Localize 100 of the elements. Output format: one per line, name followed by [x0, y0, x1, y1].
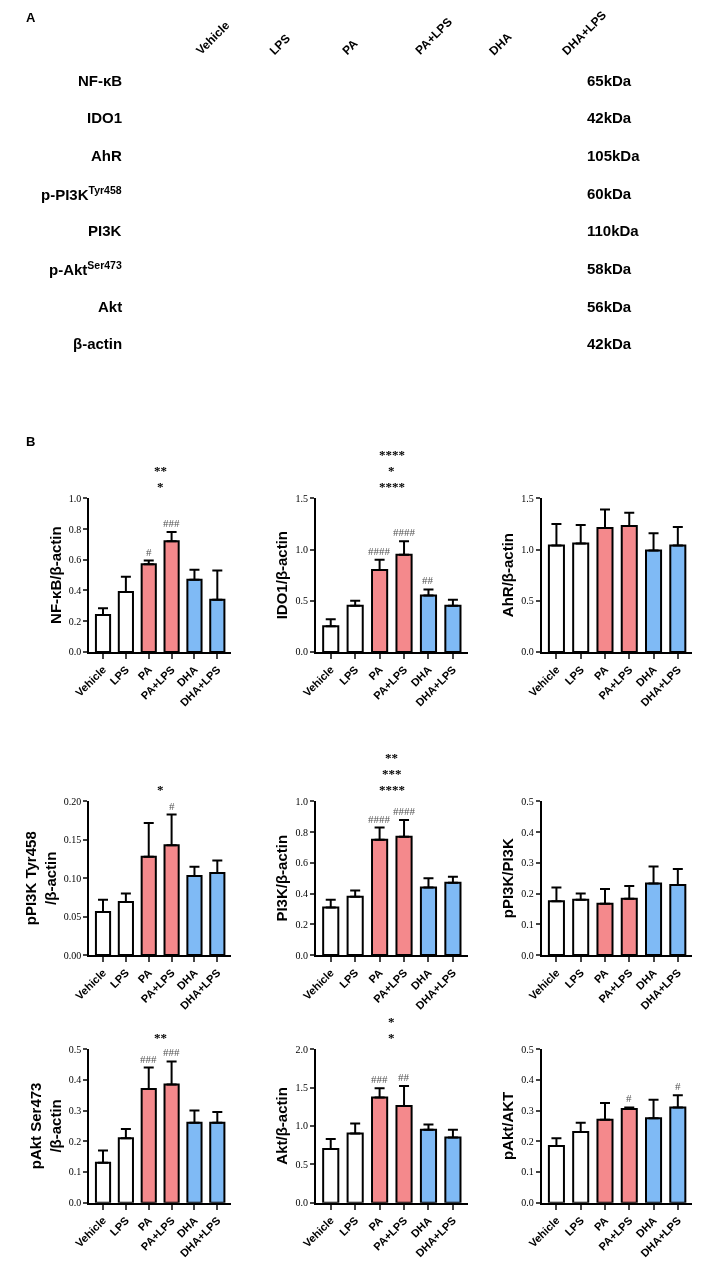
text: **	[385, 750, 398, 765]
annotation: #	[626, 1092, 632, 1104]
chart-title: B	[26, 434, 36, 449]
annotation: ####	[393, 805, 416, 817]
y-tick-label: 0.6	[295, 857, 309, 869]
text: *	[388, 1014, 395, 1029]
annotation: ####	[393, 526, 416, 538]
y-tick-label: 0.5	[68, 1043, 82, 1055]
y-tick-label: 1.0	[295, 544, 309, 556]
text: **	[154, 1030, 167, 1045]
text: ****	[379, 782, 405, 797]
y-tick-label: 1.0	[521, 544, 534, 556]
annotation: #	[675, 1080, 681, 1092]
annotation: ###	[163, 1046, 180, 1058]
y-tick-label: 0.4	[521, 826, 534, 838]
annotation: ###	[371, 1073, 388, 1085]
category-label: AhR	[91, 147, 122, 164]
y-tick-label: 0.4	[295, 888, 309, 900]
y-tick-label: 0.2	[521, 888, 534, 900]
y-tick-label: 0.10	[63, 872, 82, 884]
y-tick-label: 0.5	[295, 1158, 309, 1170]
category-label: 42kDa	[587, 335, 632, 352]
y-tick-label: 0.3	[521, 857, 534, 869]
y-tick-label: 0.1	[68, 1166, 82, 1178]
y-tick-label: 0.0	[521, 646, 534, 658]
category-label: 58kDa	[587, 260, 632, 277]
annotation: ####	[368, 813, 391, 825]
y-tick-label: 0.5	[521, 795, 534, 807]
annotation: #	[146, 546, 152, 558]
category-label: 105kDa	[587, 147, 640, 164]
category-label: PI3K	[88, 222, 122, 239]
y-tick-label: 0.0	[295, 949, 309, 961]
y-tick-label: 0.0	[295, 646, 309, 658]
y-axis-title: IDO1/β-actin	[273, 530, 291, 620]
y-tick-label: 1.5	[295, 492, 309, 504]
category-label: 60kDa	[587, 185, 632, 202]
text: ****	[379, 479, 405, 494]
text: *	[157, 479, 164, 494]
y-tick-label: 0.2	[68, 1135, 82, 1147]
annotation: #	[169, 800, 175, 812]
text: **	[154, 463, 167, 478]
y-tick-label: 1.0	[295, 1120, 309, 1132]
y-tick-label: 0.0	[295, 1197, 309, 1209]
y-tick-label: 0.8	[295, 826, 309, 838]
category-label: IDO1	[87, 109, 123, 126]
y-axis-title: pAkt Ser473 /β-actin	[27, 1082, 64, 1170]
y-tick-label: 1.5	[521, 492, 534, 504]
y-tick-label: 0.3	[521, 1105, 534, 1117]
text: ****	[379, 447, 405, 462]
y-axis-title: Akt/β-actin	[273, 1087, 291, 1165]
y-tick-label: 0.00	[63, 949, 82, 961]
y-tick-label: 0.4	[521, 1074, 534, 1086]
y-tick-label: 0.1	[521, 1166, 534, 1178]
text: A	[26, 10, 36, 25]
y-tick-label: 0.2	[521, 1135, 534, 1147]
category-label: p-Akt$^{Ser473}$	[49, 259, 122, 279]
category-label: NF-κB	[78, 72, 123, 89]
y-axis-title: NF-κB/β-actin	[46, 526, 64, 624]
category-label: Akt	[98, 298, 123, 315]
y-tick-label: 0.1	[521, 918, 534, 930]
y-tick-label: 0.4	[68, 1074, 82, 1086]
y-axis-title: PI3K/β-actin	[273, 834, 291, 922]
category-label: p-PI3K$^{Tyr458}$	[41, 184, 122, 204]
y-tick-label: 0.5	[521, 595, 534, 607]
y-tick-label: 0.0	[521, 949, 534, 961]
y-tick-label: 0.4	[68, 584, 82, 596]
y-tick-label: 0.20	[63, 795, 82, 807]
y-axis-title: AhR/β-actin	[499, 533, 517, 618]
text: *	[157, 782, 164, 797]
category-label: 56kDa	[587, 298, 632, 315]
y-tick-label: 0.5	[521, 1043, 534, 1055]
category-label: 110kDa	[587, 222, 639, 239]
y-tick-label: 1.0	[295, 795, 309, 807]
text: ***	[382, 766, 402, 781]
y-tick-label: 0.2	[68, 615, 82, 627]
y-tick-label: 0.8	[68, 523, 82, 535]
y-tick-label: 1.5	[295, 1082, 309, 1094]
text: *	[388, 1030, 395, 1045]
annotation: ####	[368, 545, 391, 557]
y-tick-label: 0.0	[68, 646, 82, 658]
y-tick-label: 0.6	[68, 554, 82, 566]
y-axis-title: pPI3K Tyr458 /β-actin	[22, 831, 59, 926]
category-label: 65kDa	[587, 72, 632, 89]
y-tick-label: 0.3	[68, 1105, 82, 1117]
y-tick-label: 0.0	[521, 1197, 534, 1209]
category-label: PA	[339, 36, 361, 58]
text: *	[388, 463, 395, 478]
y-axis-title: pPI3K/PI3K	[499, 838, 517, 919]
y-tick-label: 2.0	[295, 1043, 309, 1055]
y-tick-label: 0.15	[63, 834, 82, 846]
y-tick-label: 0.2	[295, 918, 309, 930]
annotation: ###	[140, 1053, 157, 1065]
y-tick-label: 0.0	[68, 1197, 82, 1209]
y-tick-label: 0.05	[63, 911, 82, 923]
annotation: ###	[163, 517, 180, 529]
annotation: ##	[422, 574, 434, 586]
category-label: β-actin	[73, 335, 123, 352]
y-tick-label: 0.5	[295, 595, 309, 607]
y-axis-title: pAkt/AKT	[499, 1091, 517, 1161]
y-tick-label: 1.0	[68, 492, 82, 504]
